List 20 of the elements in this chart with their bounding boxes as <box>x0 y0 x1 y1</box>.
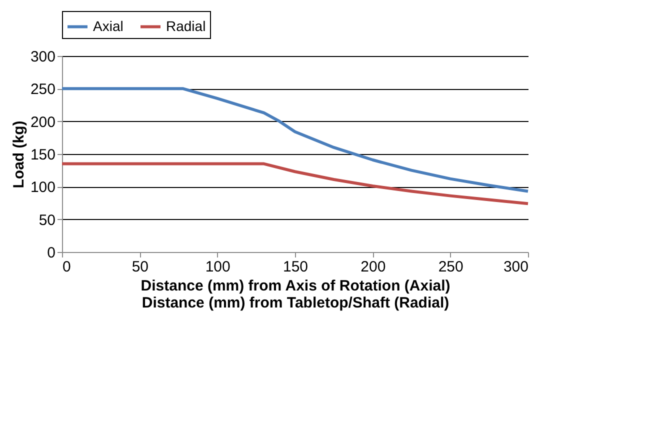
y-tick-label: 0 <box>47 244 56 262</box>
line-series <box>60 162 530 206</box>
line-series <box>60 87 530 193</box>
x-tick-label: 100 <box>205 258 230 276</box>
x-tick-label: 250 <box>438 258 464 276</box>
y-tick-label: 200 <box>30 114 56 131</box>
legend-label: Axial <box>93 18 124 34</box>
x-tick-label: 150 <box>282 258 308 276</box>
y-tick-label: 300 <box>30 48 56 66</box>
x-tick-label: 300 <box>503 258 528 276</box>
x-tick-label: 0 <box>62 258 71 276</box>
y-axis-title: Load (kg) <box>10 120 28 188</box>
y-tick-label: 100 <box>30 179 56 196</box>
x-tick-label: 50 <box>132 258 149 276</box>
x-axis-title: Distance (mm) from Axis of Rotation (Axial) Distance (mm) from Tabletop/Shaft (Radial) <box>140 278 450 312</box>
y-tick-label: 150 <box>30 146 56 164</box>
legend-label: Radial <box>166 18 206 34</box>
x-tick-label: 200 <box>360 258 386 276</box>
y-tick-label: 250 <box>30 81 56 98</box>
y-tick-label: 50 <box>38 212 56 229</box>
